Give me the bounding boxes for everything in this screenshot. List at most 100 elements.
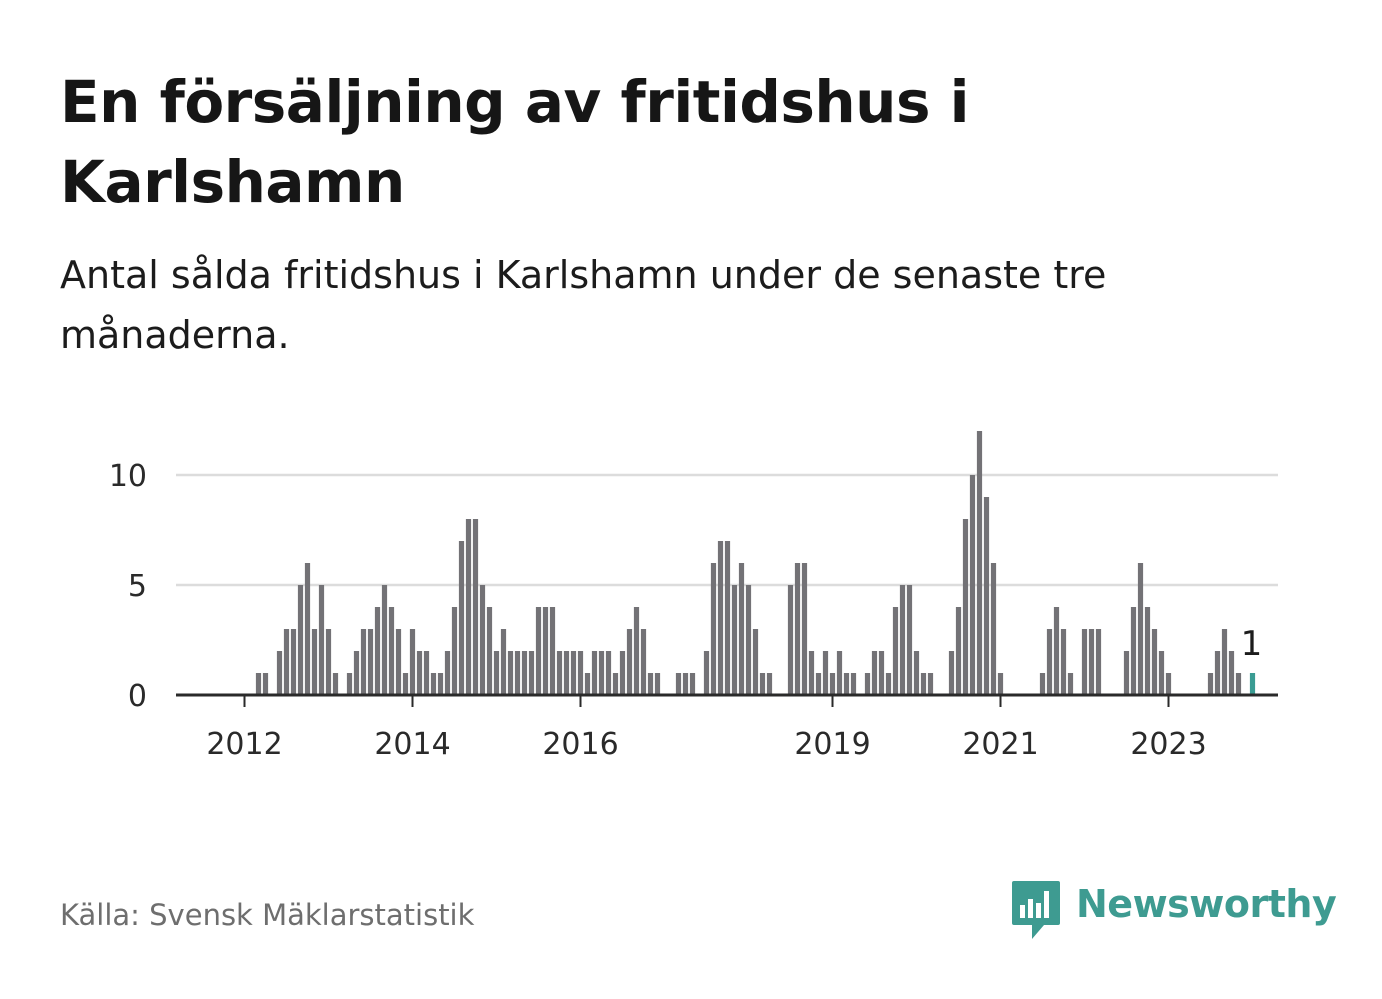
bar — [850, 673, 857, 695]
bar — [486, 607, 493, 695]
bar — [633, 607, 640, 695]
y-axis-labels: 0 5 10 — [109, 459, 147, 714]
bar — [759, 673, 766, 695]
bar — [682, 673, 689, 695]
bar — [1228, 651, 1235, 695]
x-tick-label: 2023 — [1130, 727, 1206, 762]
bar — [451, 607, 458, 695]
bar — [801, 563, 808, 695]
bar — [892, 607, 899, 695]
bar — [1144, 607, 1151, 695]
bar — [976, 431, 983, 695]
bar — [353, 651, 360, 695]
x-tick-label: 2014 — [374, 727, 450, 762]
bar — [1088, 629, 1095, 695]
bar — [885, 673, 892, 695]
bar — [766, 673, 773, 695]
x-tick-label: 2016 — [542, 727, 618, 762]
bar — [829, 673, 836, 695]
y-tick-label: 0 — [128, 679, 147, 714]
bar — [437, 673, 444, 695]
bar — [605, 651, 612, 695]
bar — [514, 651, 521, 695]
bar — [591, 651, 598, 695]
bar — [1067, 673, 1074, 695]
bar — [822, 651, 829, 695]
bar-chart-logo-icon — [1012, 881, 1060, 939]
bar — [969, 475, 976, 695]
bars — [255, 431, 1256, 695]
brand-name: Newsworthy — [1076, 882, 1337, 926]
bar — [262, 673, 269, 695]
bar — [878, 651, 885, 695]
bar — [724, 541, 731, 695]
bar — [577, 651, 584, 695]
annotations: 1 — [1241, 624, 1263, 664]
last-value-label: 1 — [1241, 624, 1263, 664]
bar — [920, 673, 927, 695]
bar — [444, 651, 451, 695]
bar — [325, 629, 332, 695]
bar — [598, 651, 605, 695]
bar — [731, 585, 738, 695]
bar — [304, 563, 311, 695]
bar — [528, 651, 535, 695]
bar — [997, 673, 1004, 695]
bar — [752, 629, 759, 695]
bar — [612, 673, 619, 695]
bar — [367, 629, 374, 695]
bar — [794, 563, 801, 695]
bar — [360, 629, 367, 695]
bar — [654, 673, 661, 695]
bar — [948, 651, 955, 695]
bar — [542, 607, 549, 695]
bar — [808, 651, 815, 695]
bar-chart: 0 5 10 2012 2014 2016 2019 2021 2023 1 — [109, 431, 1278, 762]
x-tick-label: 2012 — [206, 727, 282, 762]
bar — [311, 629, 318, 695]
bar — [276, 651, 283, 695]
bar — [1060, 629, 1067, 695]
source-note: Källa: Svensk Mäklarstatistik — [60, 898, 475, 932]
bar — [346, 673, 353, 695]
x-axis-labels: 2012 2014 2016 2019 2021 2023 — [206, 727, 1206, 762]
bar — [563, 651, 570, 695]
bar — [815, 673, 822, 695]
bar — [1221, 629, 1228, 695]
bar — [899, 585, 906, 695]
bar — [871, 651, 878, 695]
bar — [864, 673, 871, 695]
brand-logo[interactable]: Newsworthy — [1010, 878, 1337, 942]
bar — [1235, 673, 1242, 695]
bar — [1151, 629, 1158, 695]
bar — [493, 651, 500, 695]
bar — [703, 651, 710, 695]
bar — [675, 673, 682, 695]
x-tick-label: 2021 — [962, 727, 1038, 762]
bar — [1130, 607, 1137, 695]
bar — [640, 629, 647, 695]
bar — [381, 585, 388, 695]
bar — [395, 629, 402, 695]
bar — [297, 585, 304, 695]
bar — [584, 673, 591, 695]
chart-subtitle: Antal sålda fritidshus i Karlshamn under… — [60, 253, 1107, 357]
bar — [745, 585, 752, 695]
bar — [570, 651, 577, 695]
bar — [962, 519, 969, 695]
bar — [1046, 629, 1053, 695]
bar — [521, 651, 528, 695]
bar — [423, 651, 430, 695]
bar — [843, 673, 850, 695]
y-tick-label: 5 — [128, 569, 147, 604]
bar — [472, 519, 479, 695]
bar — [290, 629, 297, 695]
bar — [689, 673, 696, 695]
bar — [1165, 673, 1172, 695]
bar — [1137, 563, 1144, 695]
bar — [983, 497, 990, 695]
highlight-bar — [1249, 673, 1256, 695]
bar — [906, 585, 913, 695]
bar — [255, 673, 262, 695]
x-axis — [176, 693, 1278, 707]
